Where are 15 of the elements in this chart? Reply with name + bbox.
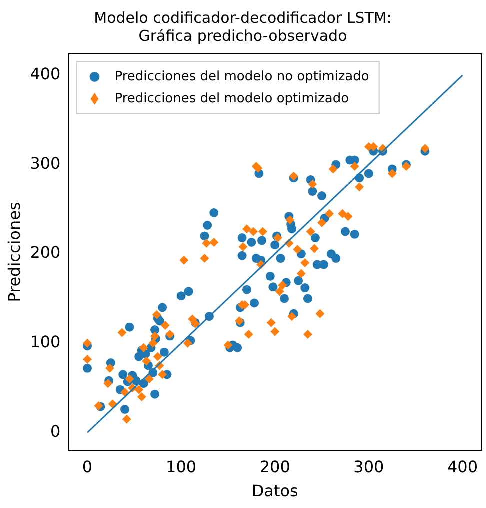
chart-title: Modelo codificador-decodificador LSTM: Gráfica predicho-observado xyxy=(94,8,392,45)
x-tick-label: 300 xyxy=(354,457,384,476)
x-tick-label: 0 xyxy=(82,457,93,476)
x-tick-label: 400 xyxy=(447,457,478,476)
x-tick-label: 100 xyxy=(166,457,197,476)
y-tick-label: 300 xyxy=(30,154,61,173)
x-tick-label: 200 xyxy=(260,457,290,476)
x-axis-title: Datos xyxy=(252,482,298,501)
legend-label: Predicciones del modelo no optimizado xyxy=(114,69,370,84)
legend-label: Predicciones del modelo optimizado xyxy=(114,91,350,106)
y-tick-label: 400 xyxy=(30,64,61,84)
y-tick-label: 200 xyxy=(30,243,61,262)
y-tick-label: 100 xyxy=(30,332,61,352)
y-axis-title: Predicciones xyxy=(4,202,24,302)
y-tick-label: 0 xyxy=(50,422,61,441)
